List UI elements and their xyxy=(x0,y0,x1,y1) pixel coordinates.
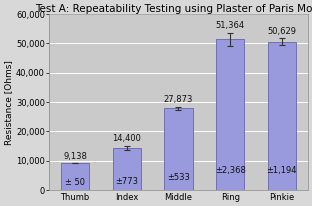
Text: 51,364: 51,364 xyxy=(216,21,245,30)
Bar xyxy=(164,108,193,190)
Text: ±1,194: ±1,194 xyxy=(267,166,297,175)
Text: ±2,368: ±2,368 xyxy=(215,166,246,175)
Title: Test A: Repeatability Testing using Plaster of Paris Mold: Test A: Repeatability Testing using Plas… xyxy=(35,4,312,14)
Bar xyxy=(113,148,141,190)
Text: 9,138: 9,138 xyxy=(63,152,87,161)
Y-axis label: Resistance [Ohms]: Resistance [Ohms] xyxy=(4,60,13,145)
Text: ±533: ±533 xyxy=(167,173,190,182)
Text: 27,873: 27,873 xyxy=(164,95,193,104)
Bar xyxy=(268,42,296,190)
Text: 14,400: 14,400 xyxy=(112,134,141,143)
Text: ±773: ±773 xyxy=(115,177,138,186)
Bar xyxy=(216,40,244,190)
Bar xyxy=(61,163,89,190)
Text: ± 50: ± 50 xyxy=(65,178,85,187)
Text: 50,629: 50,629 xyxy=(267,27,296,36)
